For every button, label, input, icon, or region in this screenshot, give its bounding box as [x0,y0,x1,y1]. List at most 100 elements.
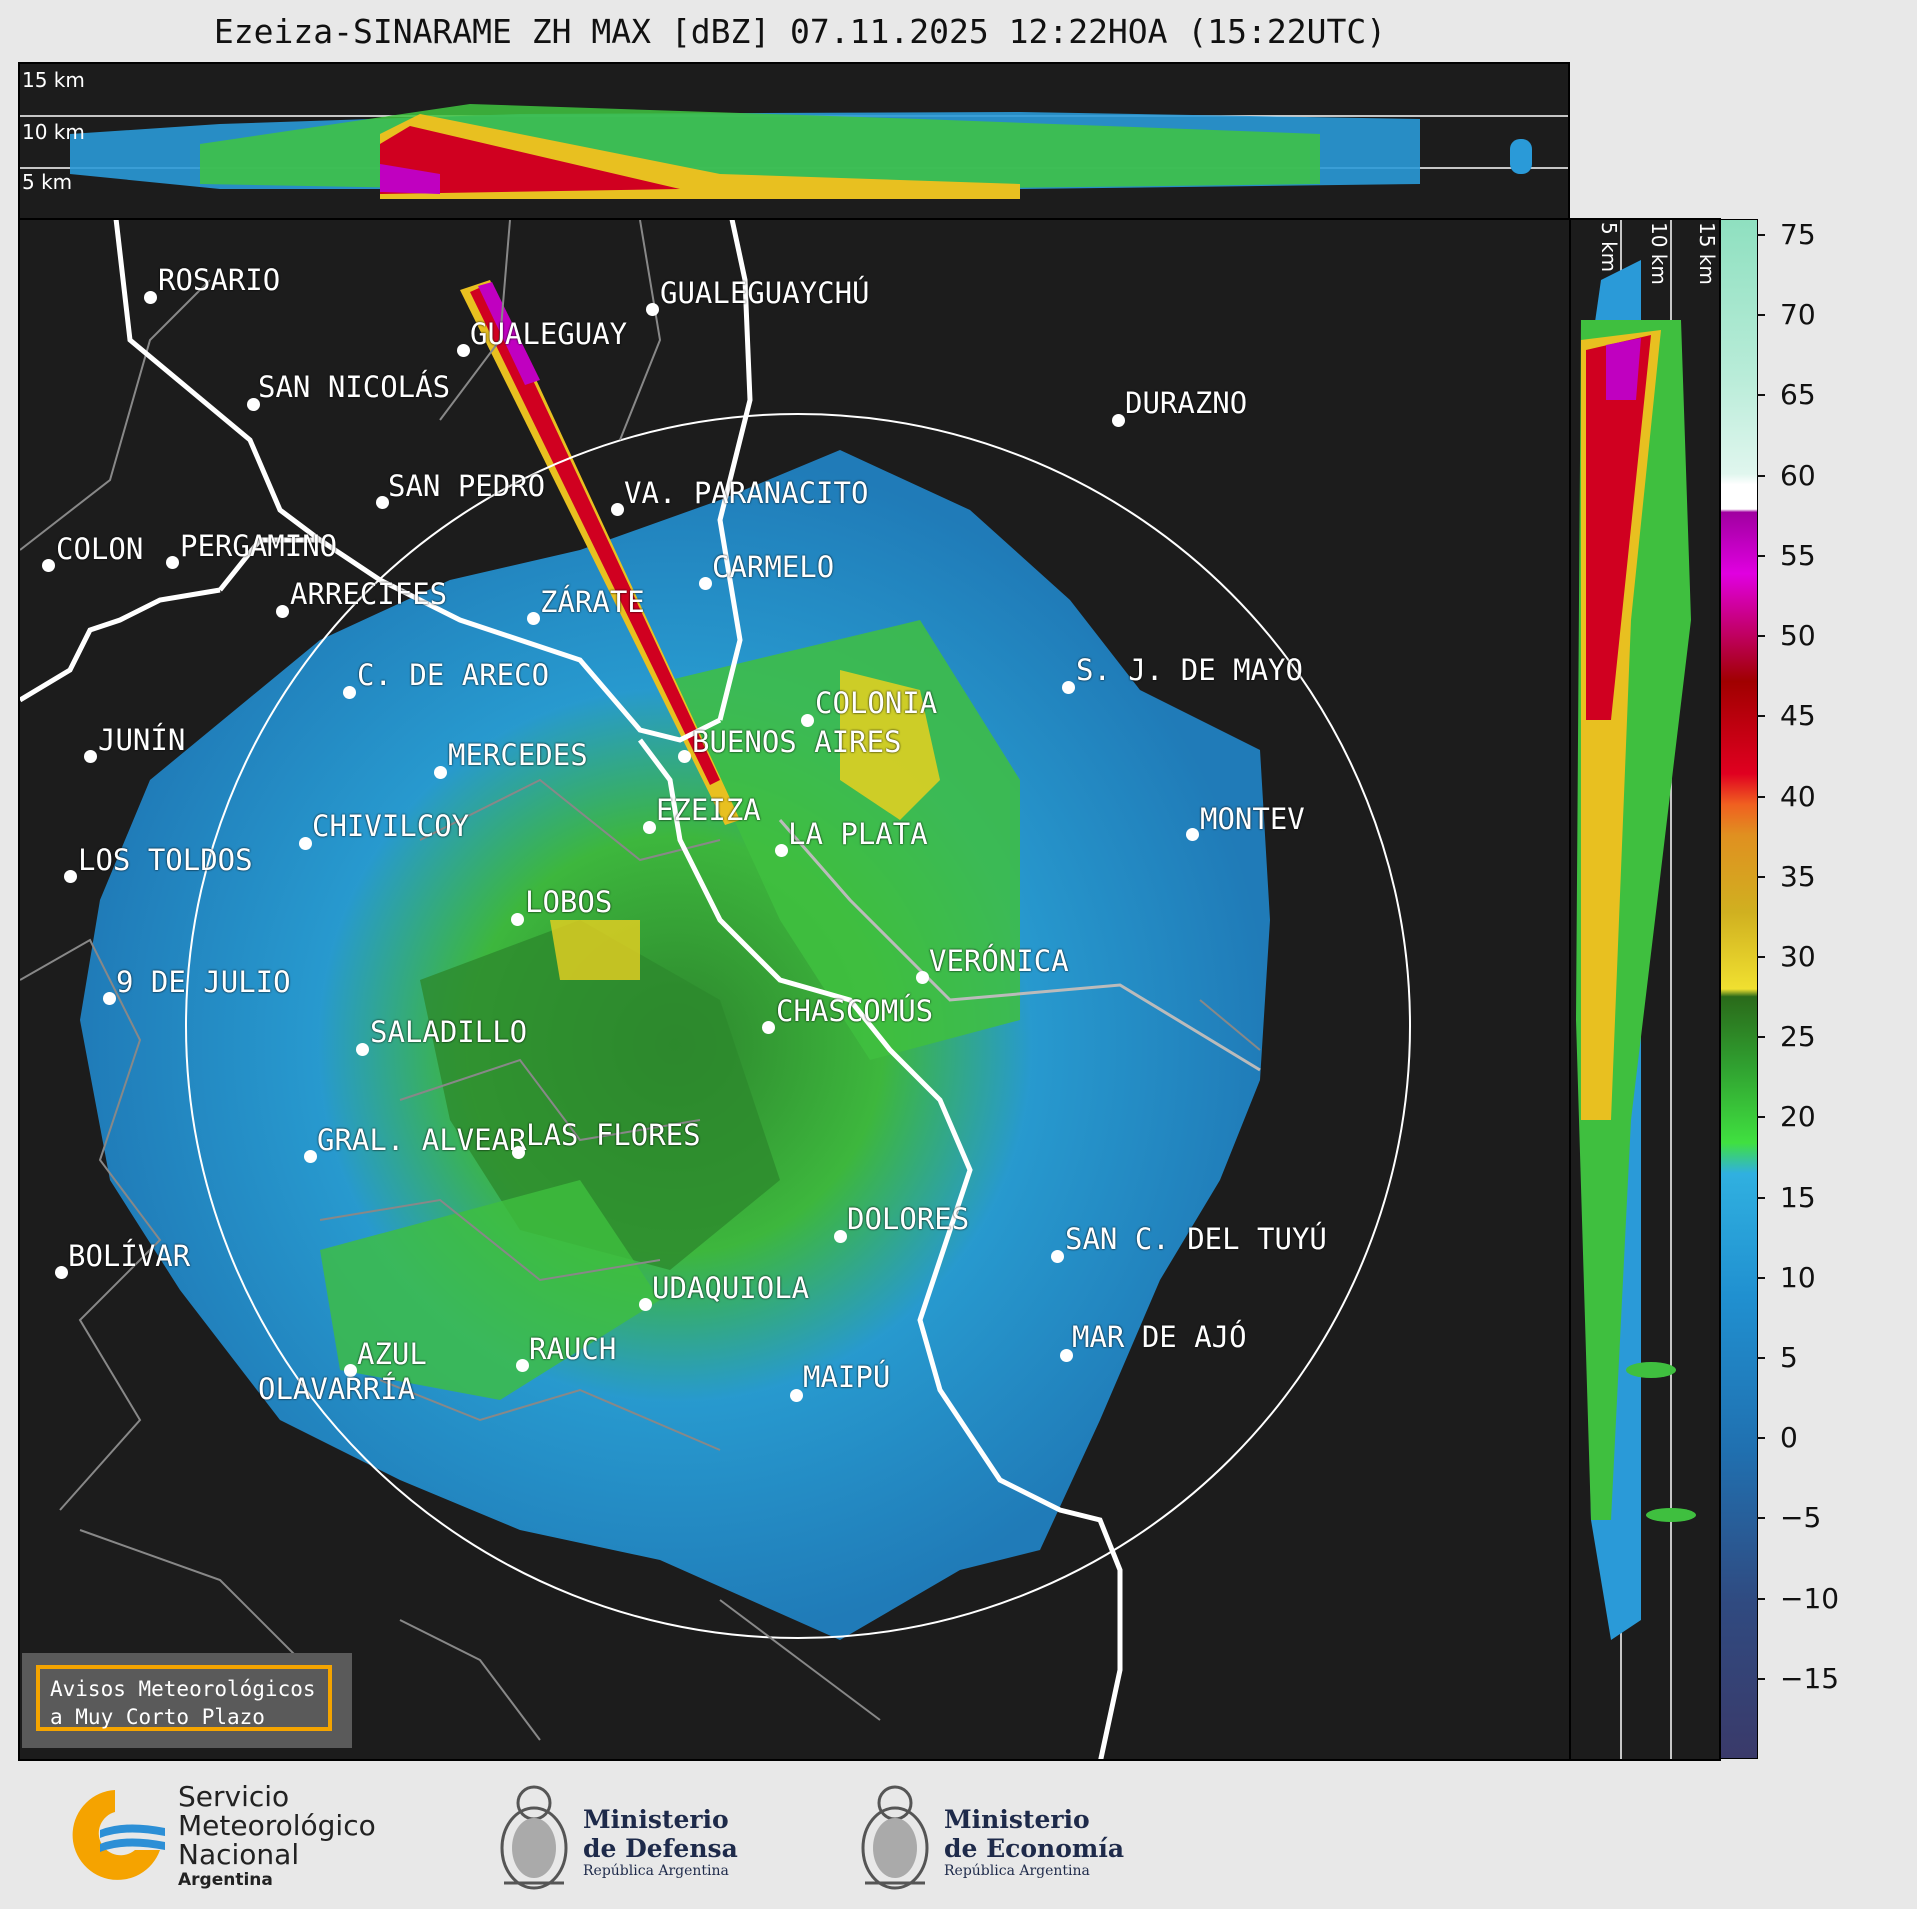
defensa-line-1: Ministerio [583,1805,729,1834]
economia-line-3: República Argentina [944,1863,1090,1879]
city-dot-bolivar [55,1266,68,1279]
colorbar-tick-mark [1757,875,1765,878]
colorbar-tick-label: −10 [1780,1581,1840,1615]
colorbar-tick-mark [1757,635,1765,638]
city-label-san-c-del-tuyu: SAN C. DEL TUYÚ [1065,1222,1327,1256]
colorbar-tick-label: 55 [1780,538,1816,572]
city-dot-pergamino [166,556,179,569]
city-label-montevideo: MONTEV [1200,802,1305,836]
city-label-9-de-julio: 9 DE JULIO [116,965,291,999]
city-label-bolivar: BOLÍVAR [68,1239,191,1273]
city-label-zarate: ZÁRATE [540,585,645,619]
city-dot-azul [344,1364,357,1377]
city-dot-dolores [834,1230,847,1243]
radar-map-panel: ROSARIO GUALEGUAYCHÚ GUALEGUAY SAN NICOL… [18,218,1571,1761]
city-dot-la-plata [775,844,788,857]
city-dot-arrecifes [276,605,289,618]
city-dot-san-c-del-tuyu [1051,1250,1064,1263]
city-label-s-j-de-mayo: S. J. DE MAYO [1076,653,1303,687]
colorbar-tick-mark [1757,1597,1765,1600]
colorbar-tick-label: 40 [1780,779,1816,813]
city-label-san-nicolas: SAN NICOLÁS [258,370,451,404]
economia-line-1: Ministerio [944,1805,1090,1834]
city-label-pergamino: PERGAMINO [180,529,338,563]
city-label-la-plata: LA PLATA [788,817,928,851]
city-dot-junin [84,750,97,763]
city-label-lobos: LOBOS [525,885,613,919]
city-dot-las-flores [512,1146,525,1159]
city-label-gualeguay: GUALEGUAY [470,317,628,351]
city-label-rauch: RAUCH [529,1332,617,1366]
city-label-c-de-areco: C. DE ARECO [357,658,550,692]
chart-title: Ezeiza-SINARAME ZH MAX [dBZ] 07.11.2025 … [213,12,1387,51]
top-cross-section-image [20,104,1568,199]
city-dot-montevideo [1186,828,1199,841]
colorbar-tick-label: 0 [1780,1421,1798,1455]
colorbar-tick-mark [1757,795,1765,798]
colorbar-tick-mark [1757,554,1765,557]
colorbar-tick-mark [1757,955,1765,958]
city-dot-chivilcoy [299,837,312,850]
colorbar-tick-mark [1757,1437,1765,1440]
colorbar-tick-label: 70 [1780,298,1816,332]
colorbar-tick-label: 65 [1780,378,1816,412]
badge-line-1: Avisos Meteorológicos [50,1677,316,1701]
colorbar-tick-label: 45 [1780,699,1816,733]
colorbar-tick-label: −5 [1780,1501,1822,1535]
colorbar-tick-label: 15 [1780,1180,1816,1214]
city-label-va-paranacito: VA. PARANACITO [624,476,869,510]
colorbar-tick-mark [1757,394,1765,397]
city-dot-gualeguaychu [646,303,659,316]
city-dot-gualeguay [457,344,470,357]
city-dot-veronica [916,971,929,984]
smn-line-2: Meteorológico [178,1809,376,1842]
city-label-azul: AZUL [357,1337,427,1371]
city-dot-s-j-de-mayo [1062,681,1075,694]
colorbar-tick-label: 75 [1780,218,1816,252]
warning-badge-frame: Avisos Meteorológicos a Muy Corto Plazo [36,1665,332,1731]
city-label-gualeguaychu: GUALEGUAYCHÚ [660,276,870,310]
side-alt-label-5km: 5 km [1597,222,1621,273]
colorbar-tick-label: 5 [1780,1340,1798,1374]
city-dot-carmelo [699,577,712,590]
colorbar-tick-label: 20 [1780,1100,1816,1134]
city-dot-san-pedro [376,496,389,509]
city-dot-rosario [144,291,157,304]
city-label-mercedes: MERCEDES [448,738,588,772]
city-label-arrecifes: ARRECIFES [290,577,448,611]
colorbar-tick-mark [1757,1517,1765,1520]
city-dot-zarate [527,612,540,625]
colorbar-tick-mark [1757,474,1765,477]
colorbar-tick-label: 25 [1780,1020,1816,1054]
city-label-mar-de-ajo: MAR DE AJÓ [1072,1320,1247,1354]
city-dot-c-de-areco [343,686,356,699]
badge-line-2: a Muy Corto Plazo [50,1705,265,1729]
side-alt-label-10km: 10 km [1647,222,1671,285]
alt-label-15km: 15 km [22,68,85,92]
city-label-ezeiza: EZEIZA [656,793,761,827]
colorbar-tick-mark [1757,234,1765,237]
city-label-los-toldos: LOS TOLDOS [78,843,253,877]
city-label-san-pedro: SAN PEDRO [388,469,546,503]
city-label-carmelo: CARMELO [712,550,835,584]
side-cross-section-panel: 5 km 10 km 15 km [1569,218,1721,1761]
city-label-veronica: VERÓNICA [929,944,1069,978]
colorbar-tick-mark [1757,1356,1765,1359]
city-label-rosario: ROSARIO [158,263,281,297]
city-dot-9-de-julio [103,992,116,1005]
city-dot-san-nicolas [247,398,260,411]
economia-line-2: de Economía [944,1834,1125,1863]
city-dot-mar-de-ajo [1060,1349,1073,1362]
city-label-maipu: MAIPÚ [803,1360,891,1394]
top-cross-section-panel: 15 km 10 km 5 km [18,62,1570,220]
warning-badge[interactable]: Avisos Meteorológicos a Muy Corto Plazo [22,1653,352,1748]
city-dot-rauch [516,1359,529,1372]
colorbar-tick-label: 30 [1780,939,1816,973]
economia-seal-icon [861,1785,929,1890]
defensa-seal-icon [500,1785,568,1890]
colorbar [1720,219,1758,1759]
city-label-junin: JUNÍN [98,723,186,757]
city-label-dolores: DOLORES [847,1202,970,1236]
city-label-las-flores: LAS FLORES [526,1118,701,1152]
colorbar-tick-label: −15 [1780,1661,1840,1695]
